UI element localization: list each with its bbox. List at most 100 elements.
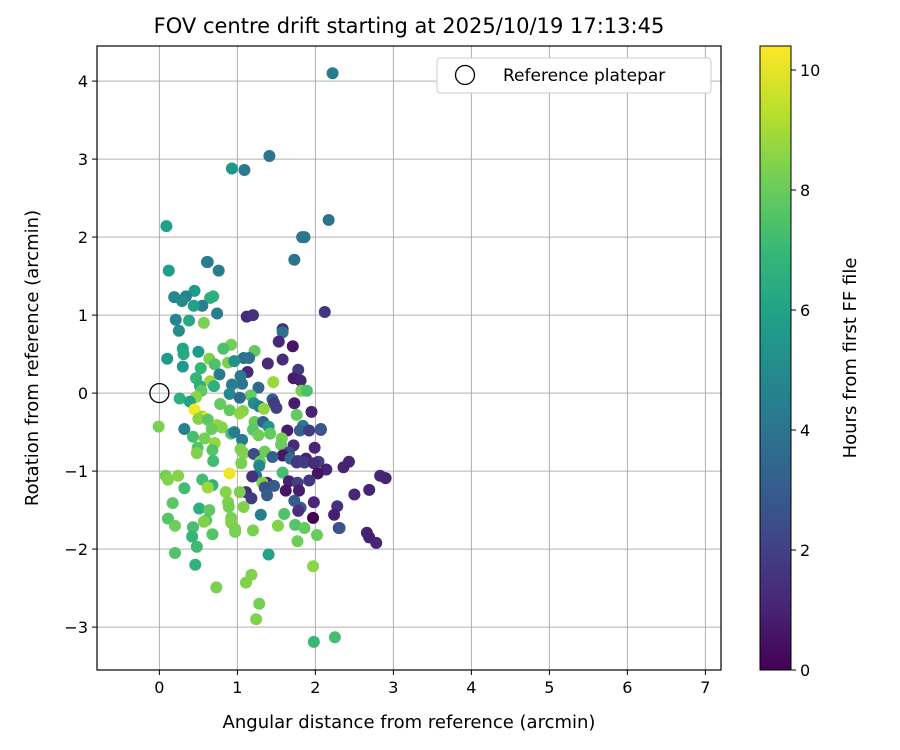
colorbar-gradient	[759, 45, 792, 671]
data-point	[288, 253, 301, 266]
data-point	[176, 360, 189, 373]
data-point	[198, 432, 211, 445]
data-point	[169, 547, 181, 559]
data-point	[161, 352, 174, 365]
data-point	[275, 438, 288, 451]
data-point	[186, 521, 199, 534]
data-point	[169, 313, 182, 326]
y-tick-label: 0	[78, 384, 88, 403]
legend-entry-reference: Reference platepar	[503, 66, 665, 86]
data-point	[186, 530, 199, 543]
data-point	[326, 67, 339, 80]
y-axis-label: Rotation from reference (arcmin)	[22, 210, 43, 506]
data-point	[222, 500, 235, 513]
data-point	[214, 398, 227, 411]
data-point	[307, 635, 320, 648]
data-point	[215, 421, 228, 434]
data-point	[203, 504, 216, 517]
data-point	[328, 508, 341, 521]
data-point	[247, 309, 259, 322]
data-point	[293, 484, 306, 497]
data-point	[276, 326, 289, 339]
data-point	[233, 407, 246, 420]
data-point	[267, 376, 280, 389]
data-point	[194, 362, 207, 375]
data-point	[298, 522, 311, 535]
x-tick-label: 6	[622, 678, 632, 697]
data-point	[379, 472, 392, 485]
colorbar-label: Hours from first FF file	[840, 258, 861, 459]
data-point	[236, 433, 249, 446]
data-point	[204, 291, 217, 304]
data-point	[252, 429, 265, 442]
data-point	[363, 483, 376, 496]
data-point	[211, 307, 224, 320]
data-point	[307, 560, 320, 573]
data-point	[192, 412, 205, 425]
data-point	[205, 422, 218, 435]
data-point	[183, 314, 196, 327]
data-point	[328, 631, 341, 644]
colorbar-ticks: 0 2 4 6 8 10	[791, 61, 820, 680]
data-point	[293, 424, 306, 437]
data-point	[176, 295, 189, 308]
data-point	[190, 540, 203, 553]
data-point	[173, 392, 186, 405]
data-point	[271, 519, 284, 532]
data-point	[233, 391, 246, 404]
data-point	[307, 457, 320, 470]
data-point	[188, 284, 201, 297]
x-tick-label: 7	[700, 678, 710, 697]
x-tick-label: 5	[544, 678, 554, 697]
data-point	[223, 404, 236, 417]
data-point	[229, 525, 242, 538]
data-point	[197, 316, 210, 329]
data-point	[217, 342, 230, 355]
data-point	[201, 256, 214, 269]
data-point	[196, 299, 209, 312]
legend: Reference platepar	[436, 57, 712, 94]
chart-title: FOV centre drift starting at 2025/10/19 …	[154, 14, 665, 38]
data-point	[261, 489, 274, 502]
data-point	[289, 518, 302, 531]
colorbar-tick-label: 8	[800, 181, 810, 200]
data-point	[303, 424, 316, 437]
data-point	[177, 348, 190, 361]
data-point	[233, 486, 246, 499]
data-point	[247, 524, 259, 537]
data-point	[237, 447, 250, 460]
data-point	[245, 492, 258, 505]
data-point	[292, 504, 305, 517]
data-point	[246, 470, 259, 483]
data-point	[290, 408, 303, 421]
data-point	[162, 264, 175, 277]
colorbar-tick-label: 0	[800, 661, 810, 680]
data-point	[201, 481, 214, 494]
data-point	[188, 403, 201, 416]
x-tick-label: 0	[154, 678, 164, 697]
data-point	[193, 502, 206, 515]
data-point	[310, 529, 323, 542]
data-point	[270, 401, 283, 414]
data-point	[253, 459, 266, 472]
data-point	[348, 488, 361, 501]
data-point	[178, 422, 191, 435]
x-axis-ticks: 0 1 2 3 4 5 6 7	[154, 670, 710, 697]
x-tick-label: 4	[466, 678, 476, 697]
data-point	[213, 368, 226, 381]
y-tick-label: 3	[78, 150, 88, 169]
data-point	[254, 508, 267, 521]
data-point	[286, 340, 299, 353]
data-point	[201, 413, 214, 426]
y-tick-label: −1	[64, 462, 88, 481]
data-point	[308, 441, 321, 454]
data-point	[288, 397, 301, 410]
data-point	[208, 358, 221, 371]
colorbar-tick-label: 6	[800, 301, 810, 320]
y-axis-ticks: −3 −2 −1 0 1 2 3 4	[64, 72, 97, 637]
data-point	[276, 353, 289, 366]
data-point	[291, 535, 304, 548]
data-point	[190, 447, 203, 460]
